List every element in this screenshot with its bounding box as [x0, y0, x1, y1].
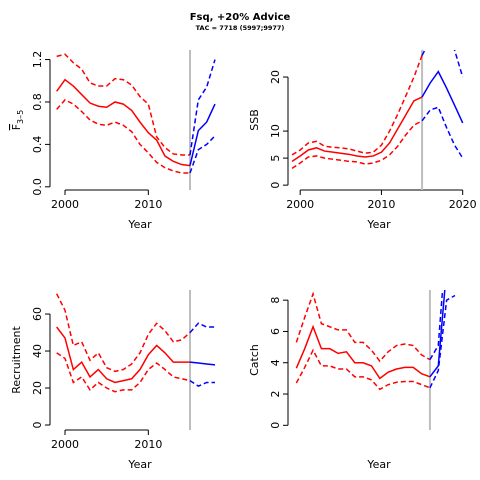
series-line — [429, 290, 444, 360]
y-tick-label: 10 — [269, 124, 282, 138]
y-tick-label: 0 — [269, 422, 282, 429]
y-tick-label: 0.8 — [31, 93, 44, 111]
series-line — [421, 106, 464, 159]
series-line — [56, 78, 191, 167]
y-tick-label: 0.0 — [31, 178, 44, 196]
x-tick-label: 2000 — [51, 438, 79, 451]
y-tick-label: 6 — [269, 328, 282, 335]
series-line — [56, 352, 191, 393]
figure-title: Fsq, +20% Advice — [190, 12, 291, 23]
series-line — [56, 53, 190, 156]
series-line — [56, 98, 190, 174]
series-line — [189, 59, 216, 156]
series-line — [295, 324, 431, 380]
series-line — [421, 70, 464, 124]
y-tick-label: 20 — [269, 70, 282, 84]
y-tick-label: 0.4 — [31, 136, 44, 154]
series-group — [56, 53, 216, 174]
panel: 0 2 4 6 8 Year Catch — [248, 290, 456, 471]
series-group — [295, 290, 456, 391]
y-axis-label-main: Recruitment — [10, 326, 23, 394]
y-axis-label: Recruitment — [10, 326, 23, 394]
x-axis-label: Year — [127, 218, 152, 231]
y-tick-label: 40 — [31, 344, 44, 358]
y-tick-label: 60 — [31, 307, 44, 321]
series-line — [55, 293, 191, 373]
y-tick-label: 4 — [269, 359, 282, 366]
y-tick-label: 8 — [269, 297, 282, 304]
series-line — [429, 290, 446, 378]
y-tick-label: 1.2 — [31, 51, 44, 69]
x-tick-label: 2000 — [286, 198, 314, 211]
y-tick-label: 0 — [31, 422, 44, 429]
y-axis-label-main: SSB — [248, 109, 261, 131]
x-tick-label: 2010 — [367, 198, 395, 211]
series-line — [189, 322, 215, 334]
y-axis-label: F3–5 — [10, 110, 25, 131]
series-line — [295, 291, 431, 363]
x-axis-label: Year — [127, 458, 152, 471]
y-axis-label: SSB — [248, 109, 261, 131]
x-tick-label: 2010 — [134, 198, 162, 211]
series-group — [55, 293, 216, 393]
x-tick-label: 2010 — [134, 438, 162, 451]
x-axis-label: Year — [366, 218, 391, 231]
y-tick-label: 0 — [269, 182, 282, 189]
series-line — [189, 135, 216, 174]
figure-subtitle: TAC = 7718 (5997;9977) — [196, 24, 285, 32]
series-line — [295, 348, 431, 391]
series-line — [189, 361, 216, 366]
panel: 0 20 40 60 2000 2010 Year Recruitment — [10, 290, 216, 471]
y-tick-label: 5 — [269, 155, 282, 162]
y-tick-label: 20 — [31, 381, 44, 395]
x-axis-label: Year — [366, 458, 391, 471]
series-line — [291, 96, 423, 162]
x-tick-label: 2020 — [449, 198, 477, 211]
y-tick-label: 2 — [269, 391, 282, 398]
x-tick-label: 2000 — [51, 198, 79, 211]
series-group — [291, 50, 464, 170]
series-line — [291, 55, 423, 156]
y-axis-label-main: F — [10, 124, 23, 130]
y-axis-label: Catch — [248, 344, 261, 376]
series-line — [189, 103, 216, 166]
y-axis-label-main: Catch — [248, 344, 261, 376]
y-axis-label-sub: 3–5 — [16, 110, 25, 124]
series-line — [421, 50, 464, 78]
series-line — [429, 294, 456, 389]
series-line — [291, 120, 423, 170]
panel: 0.0 0.4 0.8 1.2 2000 2010 Year F3–5 — [10, 50, 216, 231]
panel: 0 5 10 20 2000 2010 2020 Year SSB — [248, 50, 477, 231]
series-line — [56, 326, 190, 384]
